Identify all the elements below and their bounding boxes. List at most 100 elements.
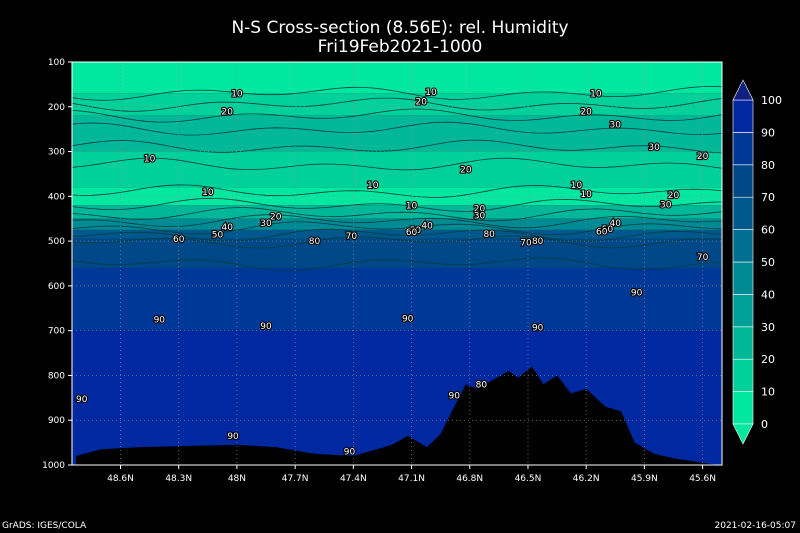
contour-label: 80 bbox=[476, 380, 488, 390]
contour-label: 50 bbox=[410, 226, 422, 236]
contour-label: 10 bbox=[571, 181, 583, 191]
contour-label: 10 bbox=[144, 154, 156, 164]
contour-label: 70 bbox=[346, 232, 358, 242]
y-tick-label: 300 bbox=[48, 148, 65, 158]
colorbar-tick-label: 30 bbox=[761, 321, 775, 334]
y-tick-label: 600 bbox=[48, 282, 65, 292]
contour-label: 40 bbox=[421, 221, 433, 231]
contour-label: 20 bbox=[668, 191, 680, 201]
contour-label: 10 bbox=[590, 89, 602, 99]
colorbar-tick-label: 20 bbox=[761, 353, 775, 366]
contour-label: 90 bbox=[631, 289, 643, 299]
contour-line bbox=[71, 108, 723, 123]
contour-label: 80 bbox=[483, 230, 495, 240]
contour-label: 40 bbox=[610, 219, 622, 229]
contour-line bbox=[71, 139, 723, 154]
contour-label: 90 bbox=[154, 315, 166, 325]
x-tick-label: 46.2N bbox=[573, 474, 600, 484]
contour-line bbox=[71, 85, 723, 101]
colorbar-extend-low bbox=[732, 423, 754, 445]
contour-line bbox=[71, 214, 723, 229]
colorbar-segment bbox=[732, 99, 754, 133]
contour-label: 90 bbox=[76, 395, 88, 405]
contour-label: 60 bbox=[596, 227, 608, 237]
contour-label: 70 bbox=[520, 238, 532, 248]
colorbar-tick-label: 100 bbox=[761, 94, 782, 107]
contour-label: 20 bbox=[697, 152, 709, 162]
colorbar-tick-label: 60 bbox=[761, 224, 775, 237]
x-tick-label: 45.6N bbox=[689, 474, 716, 484]
contour-label: 30 bbox=[474, 212, 486, 222]
contour-label: 80 bbox=[532, 237, 544, 247]
colorbar-tick-label: 40 bbox=[761, 288, 775, 301]
chart-subtitle: Fri19Feb2021-1000 bbox=[317, 37, 483, 57]
y-tick-label: 100 bbox=[48, 58, 65, 68]
contour-line bbox=[71, 157, 723, 171]
colorbar-segment bbox=[732, 326, 754, 360]
contour-line bbox=[71, 235, 723, 249]
contour-label: 20 bbox=[580, 107, 592, 117]
chart-title: N-S Cross-section (8.56E): rel. Humidity bbox=[231, 18, 569, 38]
contour-label: 70 bbox=[697, 253, 709, 263]
colorbar-tick-label: 50 bbox=[761, 256, 775, 269]
contour-label: 80 bbox=[309, 237, 321, 247]
colorbar-segment bbox=[732, 196, 754, 230]
y-tick-label: 200 bbox=[48, 103, 65, 113]
contour-label: 90 bbox=[344, 448, 356, 458]
contour-label: 30 bbox=[610, 121, 622, 131]
contour-line bbox=[71, 197, 723, 212]
contour-line bbox=[71, 184, 723, 198]
contour-label: 10 bbox=[202, 188, 214, 198]
contour-label: 10 bbox=[406, 201, 418, 211]
x-tick-label: 46.5N bbox=[515, 474, 542, 484]
contour-label: 20 bbox=[221, 107, 233, 117]
colorbar-segment bbox=[732, 229, 754, 263]
x-tick-label: 47.7N bbox=[282, 474, 309, 484]
x-tick-label: 46.8N bbox=[456, 474, 483, 484]
humidity-band bbox=[72, 229, 722, 239]
colorbar-segment bbox=[732, 164, 754, 198]
x-tick-label: 48.6N bbox=[107, 474, 134, 484]
y-tick-label: 400 bbox=[48, 192, 65, 202]
colorbar-tick-label: 90 bbox=[761, 126, 775, 139]
contour-label: 10 bbox=[367, 181, 379, 191]
contour-label: 30 bbox=[660, 200, 672, 210]
contour-label: 10 bbox=[231, 89, 243, 99]
humidity-band bbox=[72, 238, 722, 268]
colorbar-extend-high bbox=[732, 79, 754, 101]
terrain-silhouette bbox=[75, 366, 719, 465]
plot-frame bbox=[71, 61, 723, 466]
contour-label: 60 bbox=[173, 235, 185, 245]
contour-line bbox=[71, 97, 723, 112]
contour-line bbox=[71, 207, 723, 222]
contour-label: 20 bbox=[460, 165, 472, 175]
colorbar-tick-label: 70 bbox=[761, 191, 775, 204]
contour-line bbox=[71, 221, 723, 236]
colorbar-tick-label: 10 bbox=[761, 386, 775, 399]
footer-timestamp: 2021-02-16-05:07 bbox=[714, 521, 797, 531]
humidity-band bbox=[72, 218, 722, 230]
contour-line bbox=[71, 121, 723, 136]
contour-label: 10 bbox=[580, 190, 592, 200]
x-tick-label: 45.9N bbox=[631, 474, 658, 484]
contour-label: 10 bbox=[425, 88, 437, 98]
colorbar-tick-label: 80 bbox=[761, 159, 775, 172]
contour-label: 20 bbox=[270, 212, 282, 222]
humidity-band bbox=[72, 62, 722, 94]
contour-label: 90 bbox=[449, 392, 461, 402]
contour-label: 20 bbox=[474, 204, 486, 214]
contour-label: 90 bbox=[532, 324, 544, 334]
y-tick-label: 1000 bbox=[42, 461, 65, 471]
contour-label: 30 bbox=[648, 143, 660, 153]
colorbar-segment bbox=[732, 261, 754, 295]
contour-label: 50 bbox=[212, 230, 224, 240]
colorbar-tick-label: 0 bbox=[761, 418, 768, 431]
contour-label: 30 bbox=[260, 219, 272, 229]
colorbar-segment bbox=[732, 358, 754, 392]
x-tick-label: 48N bbox=[228, 474, 246, 484]
contour-label: 20 bbox=[416, 97, 428, 107]
y-tick-label: 900 bbox=[48, 416, 65, 426]
contour-label: 40 bbox=[221, 223, 233, 233]
x-tick-label: 48.3N bbox=[165, 474, 192, 484]
